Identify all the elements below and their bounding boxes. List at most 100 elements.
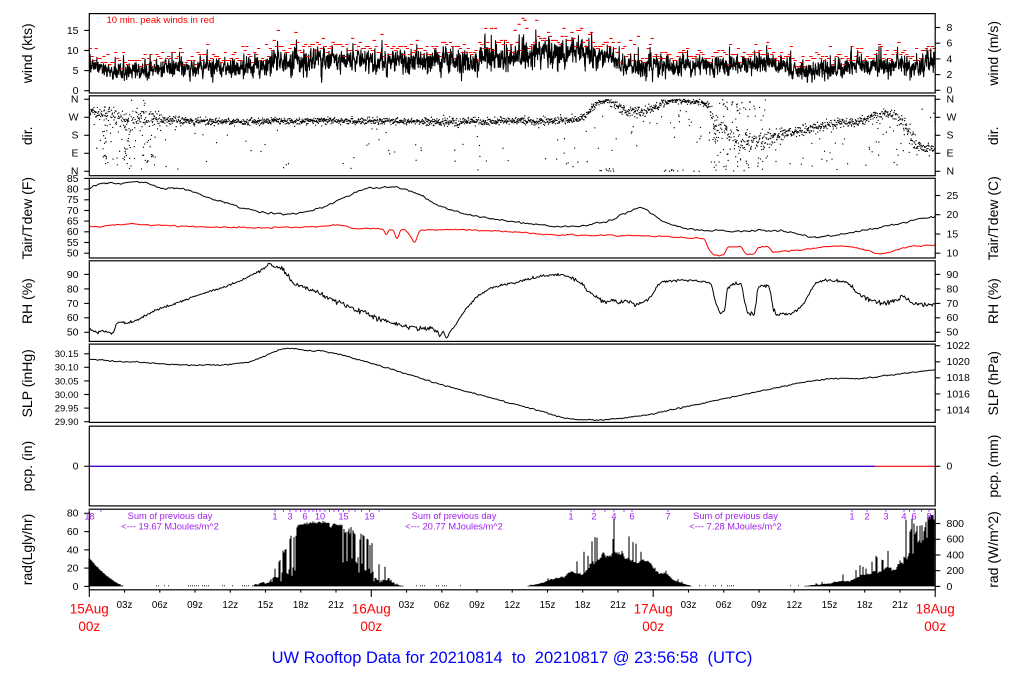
svg-text:50: 50 bbox=[67, 327, 79, 339]
svg-text:N: N bbox=[71, 94, 79, 106]
svg-text:5: 5 bbox=[73, 65, 79, 77]
svg-text:rad(Lgly/hr): rad(Lgly/hr) bbox=[19, 514, 35, 586]
svg-text:30.00: 30.00 bbox=[55, 390, 79, 401]
svg-text:21z: 21z bbox=[892, 600, 908, 611]
svg-text:16Aug: 16Aug bbox=[352, 602, 391, 617]
svg-text:Tair/Tdew (C): Tair/Tdew (C) bbox=[985, 176, 1001, 260]
svg-text:09z: 09z bbox=[751, 600, 767, 611]
svg-text:00z: 00z bbox=[78, 619, 100, 634]
svg-text:03z: 03z bbox=[117, 600, 133, 611]
svg-text:15Aug: 15Aug bbox=[70, 602, 109, 617]
svg-text:E: E bbox=[71, 148, 78, 160]
svg-text:10 min. peak winds in red: 10 min. peak winds in red bbox=[107, 15, 215, 26]
svg-text:S: S bbox=[947, 130, 954, 142]
svg-text:00z: 00z bbox=[642, 619, 664, 634]
svg-text:2: 2 bbox=[947, 69, 953, 81]
svg-text:21z: 21z bbox=[328, 600, 344, 611]
svg-text:Sum of previous day: Sum of previous day bbox=[128, 511, 213, 521]
svg-text:18z: 18z bbox=[293, 600, 309, 611]
svg-text:17Aug: 17Aug bbox=[634, 602, 673, 617]
svg-text:29.90: 29.90 bbox=[55, 417, 79, 428]
svg-text:09z: 09z bbox=[469, 600, 485, 611]
svg-text:1014: 1014 bbox=[947, 404, 971, 416]
svg-text:25: 25 bbox=[947, 190, 959, 202]
svg-text:50: 50 bbox=[67, 248, 79, 260]
svg-text:1020: 1020 bbox=[947, 356, 971, 368]
svg-text:wind (m/s): wind (m/s) bbox=[985, 21, 1001, 87]
svg-text:pcp. (mm): pcp. (mm) bbox=[985, 435, 1001, 498]
svg-text:70: 70 bbox=[947, 298, 959, 310]
svg-text:<--- 19.67 MJoules/m^2: <--- 19.67 MJoules/m^2 bbox=[121, 522, 219, 532]
svg-text:15z: 15z bbox=[822, 600, 838, 611]
svg-text:800: 800 bbox=[947, 518, 965, 530]
svg-text:6: 6 bbox=[947, 38, 953, 50]
svg-text:Sum of previous day: Sum of previous day bbox=[693, 511, 778, 521]
svg-text:70: 70 bbox=[67, 298, 79, 310]
svg-text:pcp. (in): pcp. (in) bbox=[19, 441, 35, 492]
svg-text:<--- 7.28 MJoules/m^2: <--- 7.28 MJoules/m^2 bbox=[689, 522, 781, 532]
svg-text:18Aug: 18Aug bbox=[916, 602, 955, 617]
svg-text:06z: 06z bbox=[152, 600, 168, 611]
svg-text:15: 15 bbox=[67, 25, 79, 37]
svg-text:N: N bbox=[71, 166, 79, 178]
svg-text:19: 19 bbox=[364, 512, 374, 522]
svg-text:15z: 15z bbox=[258, 600, 274, 611]
svg-text:15: 15 bbox=[338, 512, 348, 522]
svg-text:90: 90 bbox=[67, 269, 79, 281]
svg-text:80: 80 bbox=[947, 283, 959, 295]
svg-text:80: 80 bbox=[67, 508, 79, 520]
svg-text:rad (W/m^2): rad (W/m^2) bbox=[985, 511, 1001, 588]
svg-text:<--- 20.77 MJoules/m^2: <--- 20.77 MJoules/m^2 bbox=[405, 522, 503, 532]
svg-text:20: 20 bbox=[67, 563, 79, 575]
svg-text:60: 60 bbox=[947, 312, 959, 324]
svg-text:21z: 21z bbox=[610, 600, 626, 611]
svg-text:50: 50 bbox=[947, 327, 959, 339]
svg-text:30.15: 30.15 bbox=[55, 349, 79, 360]
svg-text:wind (kts): wind (kts) bbox=[19, 23, 35, 84]
svg-text:1022: 1022 bbox=[947, 340, 971, 352]
svg-text:1016: 1016 bbox=[947, 388, 971, 400]
svg-text:SLP (inHg): SLP (inHg) bbox=[19, 349, 35, 417]
svg-text:30.10: 30.10 bbox=[55, 363, 79, 374]
svg-text:400: 400 bbox=[947, 549, 965, 561]
svg-text:N: N bbox=[947, 94, 955, 106]
svg-text:12z: 12z bbox=[504, 600, 520, 611]
svg-text:W: W bbox=[947, 112, 957, 124]
svg-text:0: 0 bbox=[947, 461, 953, 473]
svg-text:6: 6 bbox=[629, 512, 634, 522]
svg-text:90: 90 bbox=[947, 269, 959, 281]
svg-text:18z: 18z bbox=[857, 600, 873, 611]
svg-text:N: N bbox=[947, 166, 955, 178]
svg-text:15: 15 bbox=[947, 228, 959, 240]
svg-text:200: 200 bbox=[947, 565, 965, 577]
svg-text:0: 0 bbox=[73, 461, 79, 473]
svg-text:3: 3 bbox=[287, 512, 292, 522]
svg-text:1: 1 bbox=[568, 512, 573, 522]
svg-text:dir.: dir. bbox=[985, 126, 1001, 145]
svg-text:18z: 18z bbox=[575, 600, 591, 611]
svg-text:60: 60 bbox=[67, 526, 79, 538]
svg-text:70: 70 bbox=[67, 205, 79, 217]
svg-text:RH (%): RH (%) bbox=[19, 278, 35, 324]
svg-text:600: 600 bbox=[947, 534, 965, 546]
svg-text:00z: 00z bbox=[924, 619, 946, 634]
svg-text:80: 80 bbox=[67, 283, 79, 295]
svg-text:S: S bbox=[71, 130, 78, 142]
svg-text:W: W bbox=[69, 112, 79, 124]
svg-text:20: 20 bbox=[947, 209, 959, 221]
svg-text:6: 6 bbox=[302, 512, 307, 522]
svg-text:6: 6 bbox=[911, 512, 916, 522]
svg-text:8: 8 bbox=[926, 512, 931, 522]
svg-text:1018: 1018 bbox=[947, 372, 971, 384]
svg-text:00z: 00z bbox=[360, 619, 382, 634]
svg-text:0: 0 bbox=[947, 85, 953, 97]
svg-text:75: 75 bbox=[67, 194, 79, 206]
svg-text:Tair/Tdew (F): Tair/Tdew (F) bbox=[19, 177, 35, 259]
svg-text:12z: 12z bbox=[786, 600, 802, 611]
svg-text:06z: 06z bbox=[434, 600, 450, 611]
svg-text:18: 18 bbox=[84, 512, 94, 522]
svg-text:0: 0 bbox=[73, 85, 79, 97]
svg-text:60: 60 bbox=[67, 312, 79, 324]
svg-text:40: 40 bbox=[67, 544, 79, 556]
svg-text:30.05: 30.05 bbox=[55, 376, 79, 387]
